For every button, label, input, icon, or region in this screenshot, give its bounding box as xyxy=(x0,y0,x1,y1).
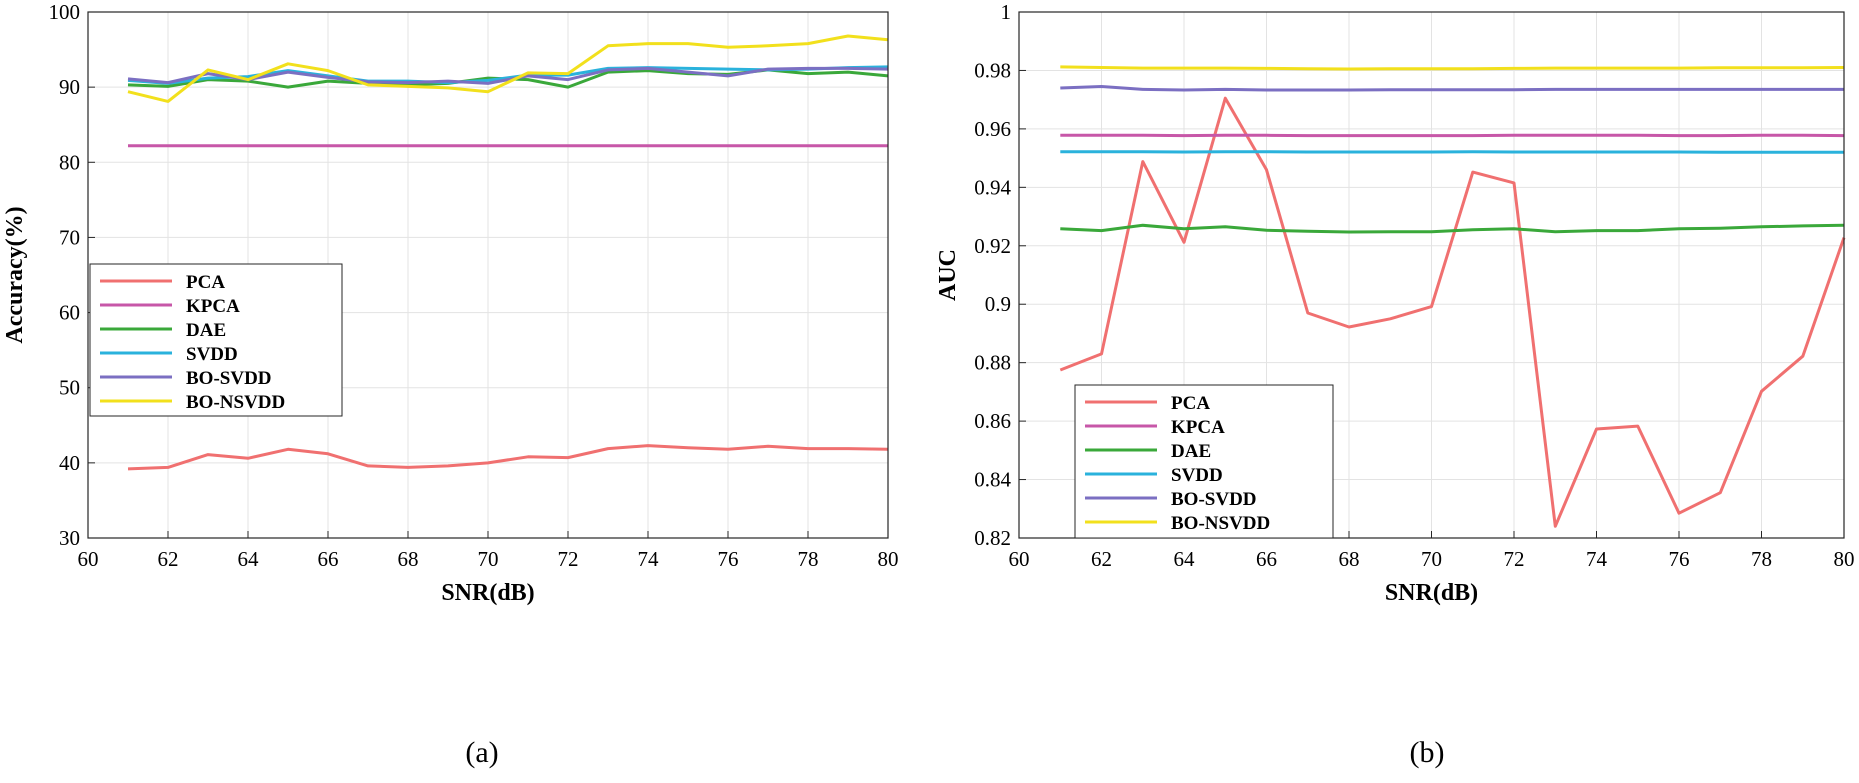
b-legend-label-bo-nsvdd: BO-NSVDD xyxy=(1171,513,1270,534)
a-series-line-bo-nsvdd xyxy=(127,34,889,103)
a-x-tick-label: 60 xyxy=(78,547,99,571)
a-x-tick-label: 74 xyxy=(638,547,660,571)
b-y-tick-label: 0.96 xyxy=(974,117,1011,141)
b-y-tick-label: 0.94 xyxy=(974,175,1011,199)
b-series-line-svdd xyxy=(1060,150,1844,154)
a-x-tick-label: 72 xyxy=(558,547,579,571)
b-legend-label-bo-svdd: BO-SVDD xyxy=(1171,489,1257,510)
caption-a: (a) xyxy=(465,736,498,769)
b-legend-label-dae: DAE xyxy=(1171,441,1211,462)
b-x-tick-label: 62 xyxy=(1091,547,1112,571)
b-x-tick-label: 68 xyxy=(1339,547,1360,571)
a-x-tick-label: 62 xyxy=(158,547,179,571)
a-y-tick-label: 80 xyxy=(59,150,80,174)
b-x-tick-label: 78 xyxy=(1751,547,1772,571)
a-y-tick-label: 70 xyxy=(59,225,80,249)
a-x-tick-label: 78 xyxy=(798,547,819,571)
a-y-tick-label: 50 xyxy=(59,376,80,400)
a-x-tick-label: 66 xyxy=(318,547,339,571)
b-x-tick-label: 74 xyxy=(1586,547,1608,571)
b-y-tick-label: 0.88 xyxy=(974,351,1011,375)
b-legend-label-pca: PCA xyxy=(1171,393,1210,414)
a-x-tick-label: 76 xyxy=(718,547,739,571)
b-series-line-bo-nsvdd xyxy=(1060,65,1845,71)
a-legend-label-kpca: KPCA xyxy=(186,296,240,317)
panel-a-accuracy-chart: 60 62 64 66 68 70 72 74 76 78 80 30 40 50 60 70 80 90 100 S… xyxy=(2,0,899,606)
b-y-tick-label: 1 xyxy=(1001,0,1012,24)
a-x-tick-label: 64 xyxy=(238,547,260,571)
a-legend-label-svdd: SVDD xyxy=(186,344,238,365)
a-legend-label-pca: PCA xyxy=(186,272,225,293)
b-legend-label-kpca: KPCA xyxy=(1171,417,1225,438)
b-legend-box xyxy=(1074,384,1334,539)
b-legend-label-svdd: SVDD xyxy=(1171,465,1223,486)
a-x-tick-label: 70 xyxy=(478,547,499,571)
b-x-tick-label: 70 xyxy=(1421,547,1442,571)
b-y-tick-label: 0.86 xyxy=(974,409,1011,433)
a-x-tick-label: 80 xyxy=(878,547,899,571)
a-x-axis-label: SNR(dB) xyxy=(441,580,534,606)
a-legend-label-bo-nsvdd: BO-NSVDD xyxy=(186,392,285,413)
b-x-axis-label: SNR(dB) xyxy=(1385,580,1478,606)
b-y-tick-label: 0.9 xyxy=(985,292,1011,316)
b-x-tick-label: 66 xyxy=(1256,547,1277,571)
a-series-line-pca xyxy=(127,444,889,471)
a-legend-label-bo-svdd: BO-SVDD xyxy=(186,368,272,389)
b-y-tick-label: 0.84 xyxy=(974,468,1011,492)
a-x-tick-label: 68 xyxy=(398,547,419,571)
b-series-line-dae xyxy=(1060,223,1845,234)
a-legend-box xyxy=(89,263,343,417)
b-x-tick-label: 80 xyxy=(1834,547,1855,571)
a-y-tick-label: 90 xyxy=(59,75,80,99)
a-legend: PCA KPCA DAE SVDD BO-SVDD BO-NSVDD xyxy=(89,263,343,417)
b-y-tick-label: 0.82 xyxy=(974,526,1011,550)
caption-b: (b) xyxy=(1410,736,1445,769)
b-series-line-pca xyxy=(1059,96,1846,528)
a-y-tick-label: 100 xyxy=(49,0,81,24)
b-x-tick-label: 72 xyxy=(1504,547,1525,571)
b-x-tick-label: 64 xyxy=(1174,547,1196,571)
a-y-tick-label: 40 xyxy=(59,451,80,475)
b-y-tick-label: 0.92 xyxy=(974,234,1011,258)
a-y-axis-label: Accuracy(%) xyxy=(2,206,28,343)
b-x-tick-label: 60 xyxy=(1009,547,1030,571)
a-y-tick-label: 60 xyxy=(59,301,80,325)
a-legend-label-dae: DAE xyxy=(186,320,226,341)
b-series-line-bo-svdd xyxy=(1060,85,1844,92)
a-y-tick-label: 30 xyxy=(59,526,80,550)
b-legend: PCA KPCA DAE SVDD BO-SVDD BO-NSVDD xyxy=(1074,384,1334,539)
b-x-tick-label: 76 xyxy=(1669,547,1690,571)
b-y-tick-label: 0.98 xyxy=(974,58,1011,82)
b-y-axis-label: AUC xyxy=(935,249,961,301)
panel-b-auc-chart: 60 62 64 66 68 70 72 74 76 78 80 0.82 0.84 0.86 0.88 0.… xyxy=(935,0,1855,606)
